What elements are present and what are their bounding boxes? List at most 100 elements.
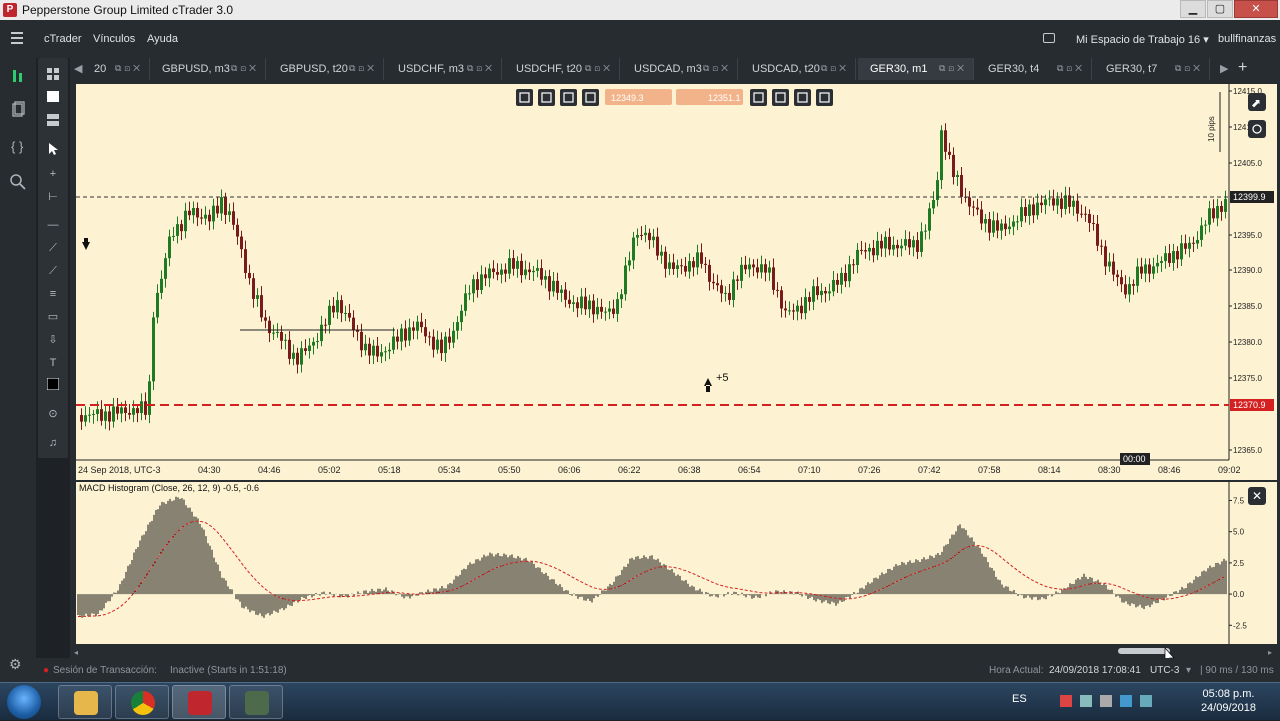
- candle-body: [1136, 266, 1139, 286]
- maximize-button[interactable]: ▢: [1207, 0, 1233, 18]
- sell-button[interactable]: [605, 89, 672, 105]
- language-indicator[interactable]: ES: [1012, 693, 1027, 705]
- tab-actions-icon[interactable]: ⧉⊡✕: [702, 63, 731, 73]
- timezone-selector[interactable]: UTC-3: [1150, 665, 1180, 676]
- analyze-app-icon[interactable]: [8, 172, 28, 192]
- file-explorer-button[interactable]: [58, 685, 112, 719]
- flag-icon[interactable]: [1060, 695, 1072, 707]
- copy-app-icon[interactable]: [8, 100, 28, 120]
- start-button[interactable]: [7, 685, 41, 719]
- cursor-icon[interactable]: [43, 142, 63, 160]
- time-axis-label: 05:34: [438, 465, 461, 475]
- tab-actions-icon[interactable]: ⧉⊡✕: [230, 63, 259, 73]
- minimize-button[interactable]: ▁: [1180, 0, 1206, 18]
- indicator-close-icon[interactable]: [1248, 487, 1266, 505]
- fibonacci-icon[interactable]: ≡: [49, 288, 57, 300]
- candle-body: [100, 409, 103, 421]
- chart-area[interactable]: +5 12415.0 12410.0 12405.0 12395.0 12390.0 12…: [70, 80, 1280, 666]
- tab-1[interactable]: GBPUSD, m3 ⧉⊡✕: [150, 58, 266, 80]
- tab-7[interactable]: GER30, m1 ⧉⊡✕: [858, 58, 974, 80]
- hamburger-menu-icon[interactable]: [11, 32, 23, 47]
- eye-off-icon[interactable]: [794, 89, 811, 106]
- text-icon[interactable]: T: [49, 357, 57, 369]
- user-name[interactable]: bullfinanzas: [1218, 33, 1277, 45]
- ray-icon[interactable]: ⟋: [49, 265, 57, 277]
- tab-actions-icon[interactable]: ⧉⊡✕: [1056, 63, 1085, 73]
- chevron-down-icon[interactable]: ▾: [1186, 665, 1192, 676]
- tab-0[interactable]: 20 ⧉⊡✕: [82, 58, 150, 80]
- volume-icon[interactable]: [1100, 695, 1112, 707]
- current-price-label: 12399.9: [1233, 192, 1266, 202]
- chrome-button[interactable]: [115, 685, 169, 719]
- candle-body: [984, 219, 987, 224]
- building-icon[interactable]: [816, 89, 833, 106]
- tab-6[interactable]: USDCAD, t20 ⧉⊡✕: [740, 58, 856, 80]
- grid-icon[interactable]: [43, 68, 63, 86]
- color-picker-icon[interactable]: [43, 377, 63, 396]
- horizontal-scrollbar[interactable]: [76, 646, 1277, 656]
- price-panel[interactable]: [76, 84, 1229, 460]
- tab-2[interactable]: GBPUSD, t20 ⧉⊡✕: [268, 58, 384, 80]
- candle-body: [408, 327, 411, 341]
- add-tab-button[interactable]: +: [1238, 59, 1248, 76]
- zoom-icon[interactable]: [516, 89, 533, 106]
- tabs-scroll-left-icon[interactable]: ◀: [74, 63, 83, 75]
- screenshot-icon[interactable]: [1248, 120, 1266, 138]
- tab-actions-icon[interactable]: ⧉⊡✕: [1174, 63, 1203, 73]
- order-icon[interactable]: [582, 89, 599, 106]
- price-axis[interactable]: [1229, 84, 1277, 460]
- settings-icon[interactable]: [538, 89, 555, 106]
- tab-actions-icon[interactable]: ⧉⊡✕: [348, 63, 377, 73]
- tab-4[interactable]: USDCHF, t20 ⧉⊡✕: [504, 58, 620, 80]
- split-chart-icon[interactable]: [43, 114, 63, 132]
- ctrader-taskbar-button[interactable]: [172, 685, 226, 719]
- order-icon-glyph: [585, 92, 596, 103]
- tab-actions-icon[interactable]: ⧉⊡✕: [584, 63, 613, 73]
- single-chart-icon[interactable]: [43, 91, 63, 109]
- building-icon-glyph: [819, 92, 830, 103]
- trend-line-icon[interactable]: ⟋: [49, 242, 57, 254]
- trade-app-icon[interactable]: [6, 64, 30, 88]
- indicator-icon[interactable]: [560, 89, 577, 106]
- tab-actions-icon[interactable]: ⧉⊡✕: [114, 63, 143, 73]
- layout-icon[interactable]: [1043, 33, 1055, 43]
- menu-ayuda[interactable]: Ayuda: [147, 33, 178, 45]
- menu-ctrader[interactable]: cTrader: [44, 33, 82, 45]
- price-axis-label: 12390.0: [1233, 266, 1262, 275]
- clock[interactable]: 05:08 p.m. 24/09/2018: [1201, 687, 1256, 715]
- tab-8[interactable]: GER30, t4 ⧉⊡✕: [976, 58, 1092, 80]
- crosshair-icon[interactable]: +: [49, 168, 57, 180]
- detach-icon[interactable]: [1248, 93, 1266, 111]
- network-icon[interactable]: [1080, 695, 1092, 707]
- rectangle-icon[interactable]: ▭: [47, 311, 59, 323]
- cloud-icon[interactable]: [1140, 695, 1152, 707]
- tab-9[interactable]: GER30, t7 ⧉⊡✕: [1094, 58, 1210, 80]
- tab-actions-icon[interactable]: ⧉⊡✕: [466, 63, 495, 73]
- list-icon[interactable]: [750, 89, 767, 106]
- camera-icon[interactable]: ⊙: [48, 408, 58, 420]
- battery-icon[interactable]: [1120, 695, 1132, 707]
- arrow-down-icon[interactable]: ⇩: [48, 334, 58, 346]
- automate-app-icon[interactable]: { }: [8, 136, 28, 156]
- scrollbar-thumb[interactable]: [1118, 648, 1170, 654]
- tab-actions-icon[interactable]: ⧉⊡✕: [820, 63, 849, 73]
- ruler-icon[interactable]: ⊢: [48, 191, 58, 203]
- menu-vinculos[interactable]: Vínculos: [93, 33, 136, 45]
- alert-bell-icon[interactable]: ♫: [48, 437, 58, 449]
- candle-body: [584, 296, 587, 310]
- tabs-scroll-right-icon[interactable]: ▶: [1220, 63, 1229, 75]
- tab-5[interactable]: USDCAD, m3 ⧉⊡✕: [622, 58, 738, 80]
- workspace-selector[interactable]: Mi Espacio de Trabajo 16 ▾: [1076, 33, 1209, 46]
- tab-actions-icon[interactable]: ⧉⊡✕: [938, 63, 967, 73]
- chart-svg[interactable]: +5 12415.012410.012405.012395.012390.012…: [70, 80, 1280, 666]
- eye-icon[interactable]: [772, 89, 789, 106]
- candle-body: [184, 210, 187, 232]
- candle-body: [1156, 262, 1159, 267]
- candle-body: [892, 244, 895, 250]
- settings-gear-icon[interactable]: ⚙: [9, 656, 22, 672]
- horizontal-line-icon[interactable]: —: [47, 219, 59, 231]
- close-button[interactable]: ✕: [1234, 0, 1278, 18]
- game-app-button[interactable]: [229, 685, 283, 719]
- buy-button[interactable]: [676, 89, 743, 105]
- tab-3[interactable]: USDCHF, m3 ⧉⊡✕: [386, 58, 502, 80]
